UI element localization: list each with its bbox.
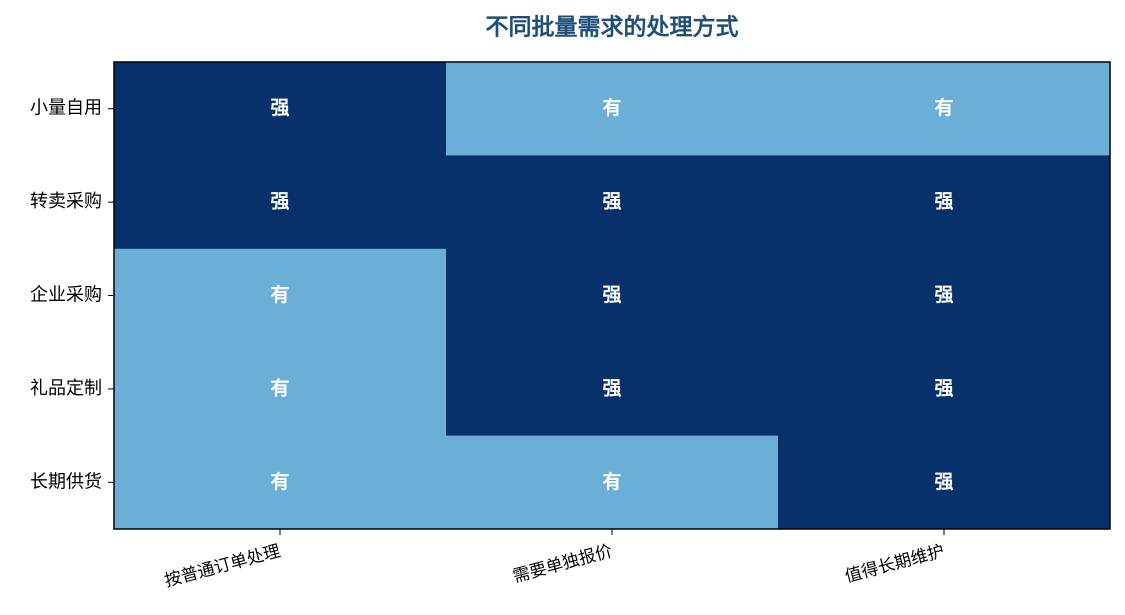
cell bbox=[114, 155, 447, 250]
cell bbox=[778, 435, 1111, 530]
cell-label: 强 bbox=[934, 377, 953, 399]
cell bbox=[778, 155, 1111, 250]
cell-label: 强 bbox=[934, 471, 953, 493]
cell-label: 有 bbox=[934, 96, 953, 119]
cell-label: 有 bbox=[270, 283, 289, 306]
cell bbox=[778, 62, 1111, 156]
y-tick-label: 转卖采购 bbox=[30, 191, 102, 212]
cell-label: 强 bbox=[270, 97, 289, 119]
y-tick-label: 企业采购 bbox=[30, 285, 102, 306]
cell bbox=[114, 342, 447, 437]
cell-label: 有 bbox=[270, 376, 289, 399]
cell-label: 强 bbox=[602, 284, 621, 306]
cell bbox=[114, 435, 447, 530]
plot-frame bbox=[113, 61, 1111, 530]
y-tick-label: 小量自用 bbox=[30, 98, 102, 119]
cell-label: 有 bbox=[270, 470, 289, 493]
cell bbox=[446, 248, 779, 343]
cell bbox=[114, 62, 447, 156]
cell bbox=[446, 155, 779, 250]
x-tick-label: 需要单独报价 bbox=[511, 541, 615, 587]
cell-label: 有 bbox=[602, 96, 621, 119]
cell bbox=[446, 342, 779, 437]
cell bbox=[778, 248, 1111, 343]
chart-title: 不同批量需求的处理方式 bbox=[486, 14, 739, 41]
y-tick-label: 长期供货 bbox=[30, 471, 102, 492]
cell-label: 强 bbox=[934, 191, 953, 213]
y-tick-label: 礼品定制 bbox=[30, 378, 102, 399]
cell-label: 强 bbox=[934, 284, 953, 306]
cell bbox=[114, 248, 447, 343]
x-tick-label: 按普通订单处理 bbox=[162, 541, 282, 591]
cell-label: 强 bbox=[602, 377, 621, 399]
cell bbox=[446, 62, 779, 156]
cell bbox=[778, 342, 1111, 437]
cell bbox=[446, 435, 779, 530]
cell-label: 强 bbox=[602, 191, 621, 213]
cell-label: 有 bbox=[602, 470, 621, 493]
cell-label: 强 bbox=[270, 191, 289, 213]
x-tick-label: 值得长期维护 bbox=[843, 541, 947, 587]
